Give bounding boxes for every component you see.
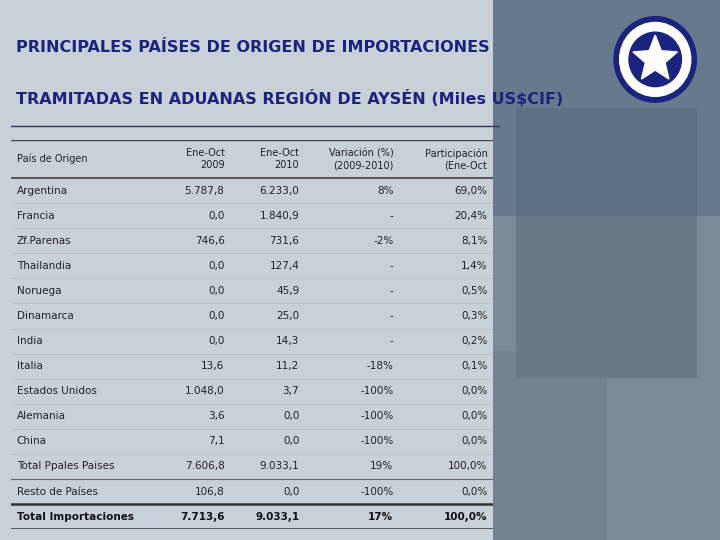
Text: Participación
(Ene-Oct: Participación (Ene-Oct [425,148,487,170]
Text: PRINCIPALES PAÍSES DE ORIGEN DE IMPORTACIONES: PRINCIPALES PAÍSES DE ORIGEN DE IMPORTAC… [16,40,490,56]
Text: Francia: Francia [17,211,54,221]
Text: 8%: 8% [377,186,393,195]
Text: 13,6: 13,6 [202,361,225,371]
Text: TRAMITADAS EN ADUANAS REGIÓN DE AYSÉN (Miles US$CIF): TRAMITADAS EN ADUANAS REGIÓN DE AYSÉN (M… [16,89,563,107]
Text: 0,0: 0,0 [208,211,225,221]
Text: 9.033,1: 9.033,1 [255,512,300,522]
Text: 0,1%: 0,1% [461,361,487,371]
Text: -100%: -100% [360,436,393,447]
Text: 0,0%: 0,0% [462,386,487,396]
Text: 3,6: 3,6 [208,411,225,421]
Text: 1,4%: 1,4% [461,261,487,271]
Text: 0,5%: 0,5% [461,286,487,296]
Text: País de Origen: País de Origen [17,154,87,165]
Text: Zf.Parenas: Zf.Parenas [17,236,71,246]
Text: 0,0%: 0,0% [462,436,487,447]
Text: -: - [390,261,393,271]
Text: Variación (%)
(2009-2010): Variación (%) (2009-2010) [328,148,393,170]
Text: 7.713,6: 7.713,6 [180,512,225,522]
Text: 25,0: 25,0 [276,311,300,321]
Text: Total Ppales Paises: Total Ppales Paises [17,462,114,471]
Text: 0,0: 0,0 [283,436,300,447]
Text: -2%: -2% [373,236,393,246]
Polygon shape [633,35,678,79]
Text: Estados Unidos: Estados Unidos [17,386,96,396]
Text: 20,4%: 20,4% [454,211,487,221]
Text: Total Importaciones: Total Importaciones [17,512,134,522]
Text: 0,0%: 0,0% [462,487,487,497]
Text: -: - [390,211,393,221]
Text: Thailandia: Thailandia [17,261,71,271]
Bar [493,351,606,540]
Text: 731,6: 731,6 [269,236,300,246]
Text: 746,6: 746,6 [194,236,225,246]
Text: 0,3%: 0,3% [461,311,487,321]
Text: 45,9: 45,9 [276,286,300,296]
Text: Italia: Italia [17,361,42,371]
Text: 0,0: 0,0 [208,336,225,346]
Text: 127,4: 127,4 [269,261,300,271]
Text: 5.787,8: 5.787,8 [184,186,225,195]
Text: -100%: -100% [360,386,393,396]
Text: 6.233,0: 6.233,0 [259,186,300,195]
Text: 0,0: 0,0 [208,261,225,271]
Text: 0,0: 0,0 [208,311,225,321]
Text: -: - [390,336,393,346]
Text: 3,7: 3,7 [283,386,300,396]
Text: 11,2: 11,2 [276,361,300,371]
Text: -100%: -100% [360,411,393,421]
Circle shape [620,23,690,96]
Text: 7.606,8: 7.606,8 [185,462,225,471]
Text: -: - [390,311,393,321]
Circle shape [614,17,696,102]
Text: 19%: 19% [370,462,393,471]
Text: Dinamarca: Dinamarca [17,311,73,321]
Text: 0,0%: 0,0% [462,411,487,421]
Bar [493,0,720,216]
Text: 0,2%: 0,2% [461,336,487,346]
Text: 100,0%: 100,0% [448,462,487,471]
Text: Ene-Oct
2010: Ene-Oct 2010 [260,148,300,170]
Text: 14,3: 14,3 [276,336,300,346]
Text: Argentina: Argentina [17,186,68,195]
Text: Ene-Oct
2009: Ene-Oct 2009 [186,148,225,170]
Text: 17%: 17% [368,512,393,522]
Text: -100%: -100% [360,487,393,497]
Text: 1.048,0: 1.048,0 [185,386,225,396]
Text: 1.840,9: 1.840,9 [259,211,300,221]
Text: 69,0%: 69,0% [454,186,487,195]
Text: 0,0: 0,0 [283,487,300,497]
Text: -: - [390,286,393,296]
Circle shape [629,32,681,86]
Text: Noruega: Noruega [17,286,61,296]
Text: 106,8: 106,8 [194,487,225,497]
Text: 9.033,1: 9.033,1 [259,462,300,471]
Text: China: China [17,436,47,447]
Text: India: India [17,336,42,346]
Text: 100,0%: 100,0% [444,512,487,522]
Text: 7,1: 7,1 [208,436,225,447]
Text: -18%: -18% [366,361,393,371]
Text: 0,0: 0,0 [208,286,225,296]
Text: Resto de Países: Resto de Países [17,487,98,497]
Text: 8,1%: 8,1% [461,236,487,246]
Text: Alemania: Alemania [17,411,66,421]
Text: 0,0: 0,0 [283,411,300,421]
Bar [516,108,697,378]
